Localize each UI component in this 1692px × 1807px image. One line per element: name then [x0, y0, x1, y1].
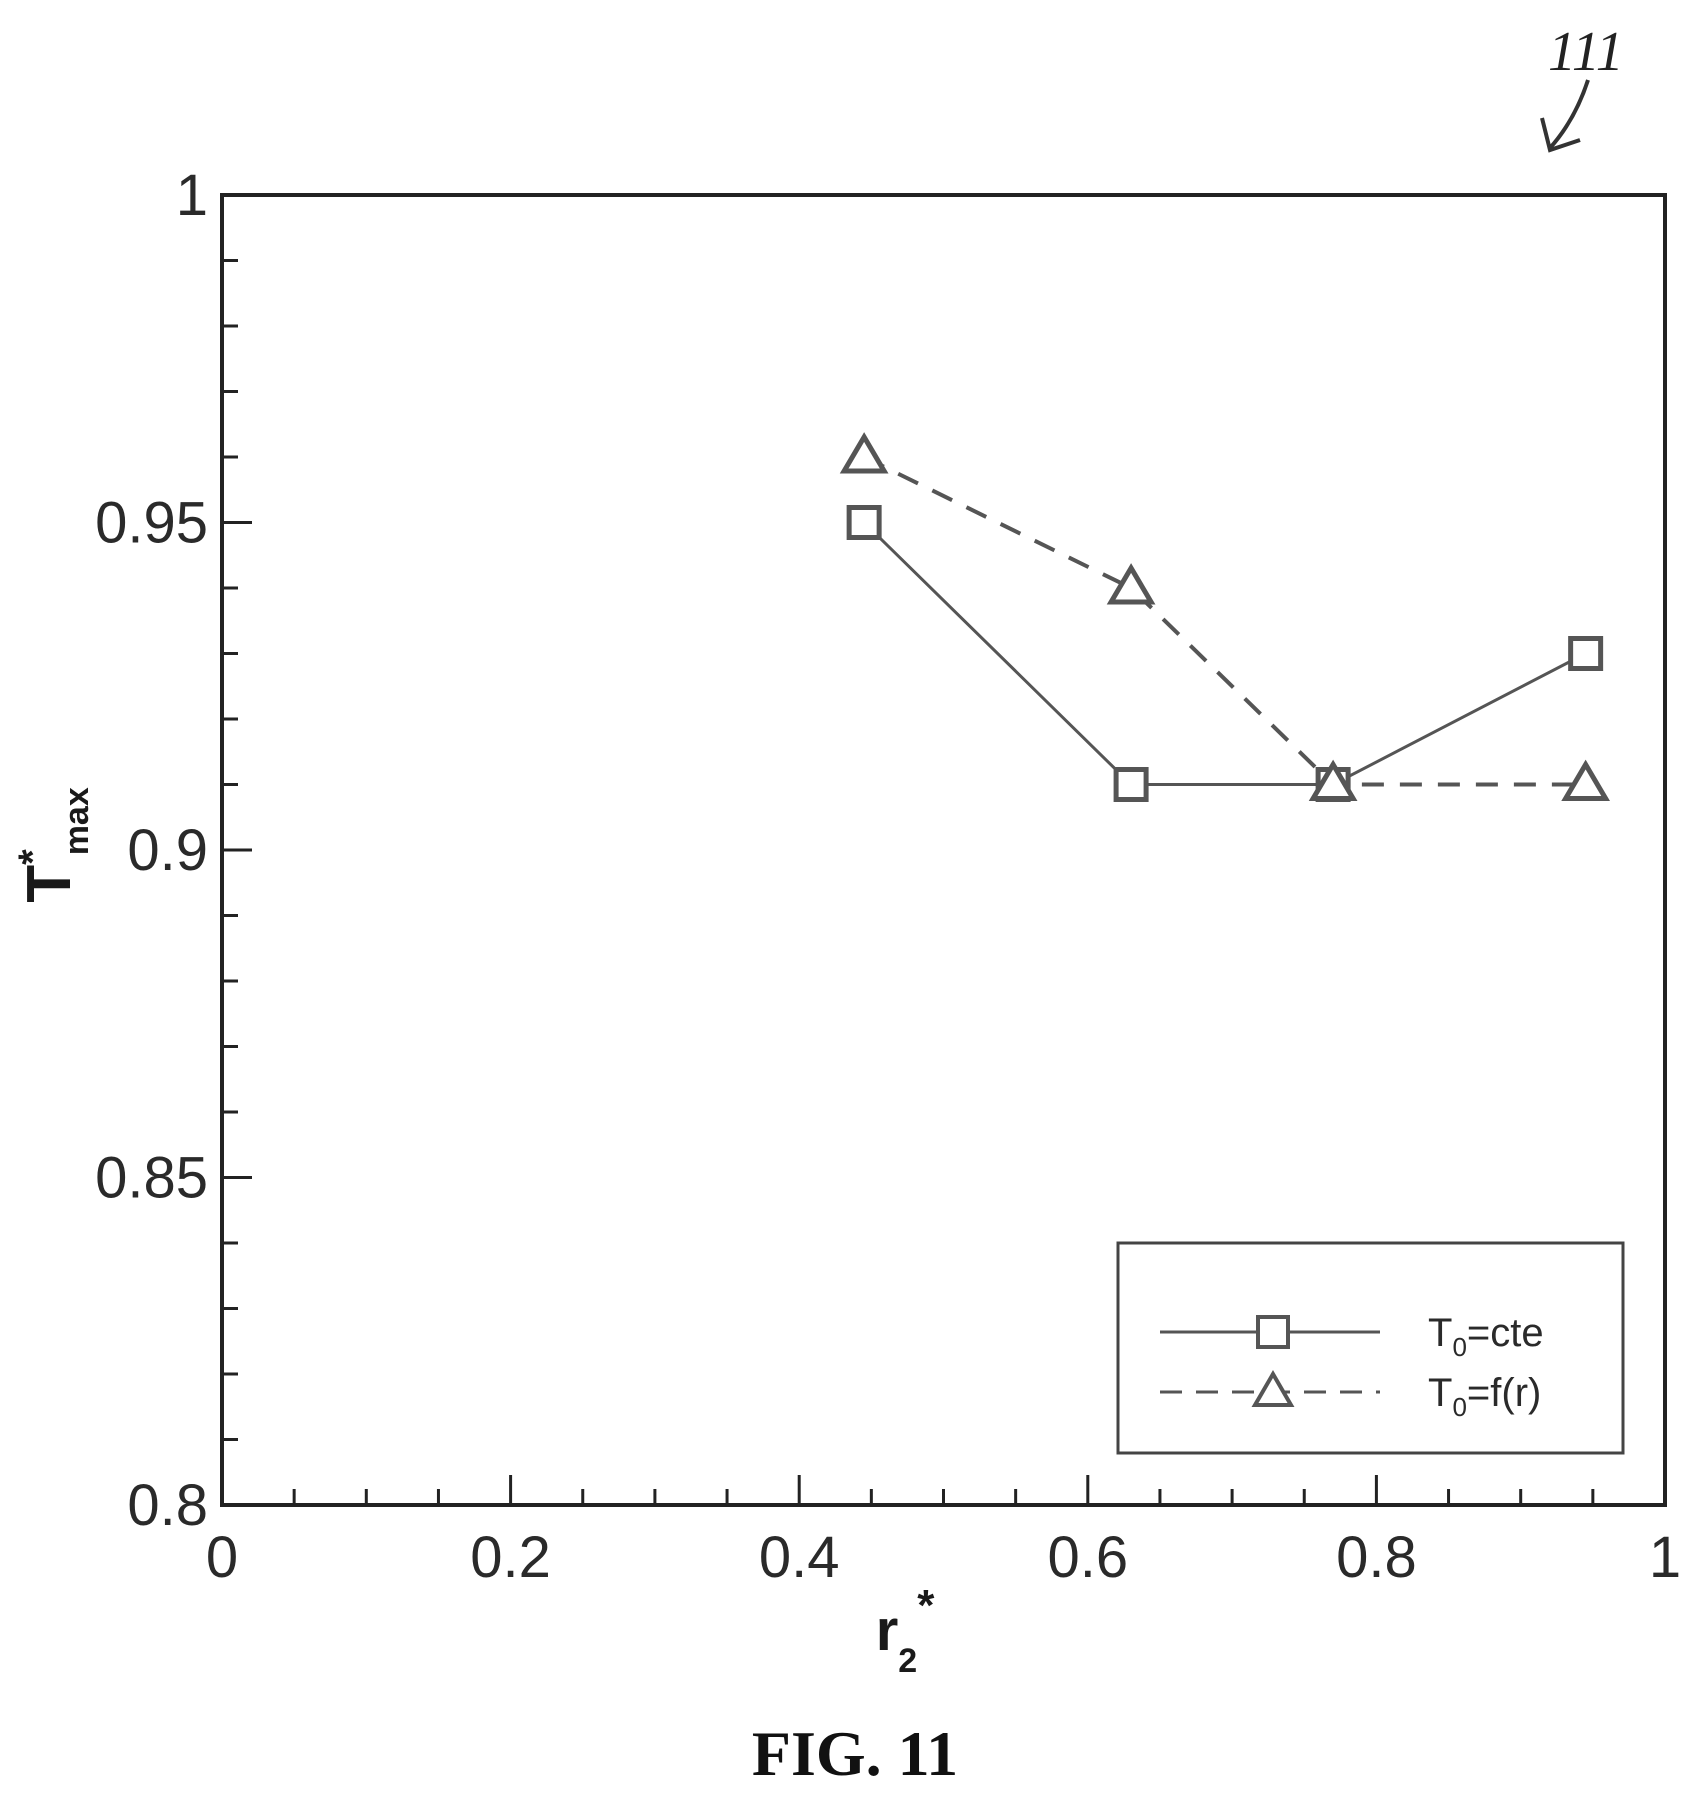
- data-point-triangle: [1561, 759, 1611, 801]
- data-point-triangle: [839, 432, 889, 474]
- legend-marker-triangle: [1251, 1370, 1295, 1407]
- reference-arrow: [1548, 79, 1590, 150]
- data-point-triangle: [1308, 759, 1358, 801]
- legend-marker-square: [1256, 1315, 1290, 1349]
- legend: T0=cte T0=f(r): [1116, 1241, 1625, 1455]
- x-tick-label: 0.8: [1336, 1525, 1417, 1590]
- data-point-triangle: [1106, 563, 1156, 605]
- y-tick-label: 1: [176, 163, 208, 228]
- plot-area: 0 0.2 0.4 0.6 0.8 1 0.8 0.85 0.9 0.95 1: [95, 163, 1681, 1590]
- legend-entry-fr: T0=f(r): [1160, 1370, 1541, 1422]
- x-tick-label: 0: [206, 1525, 238, 1590]
- legend-label-cte: T0=cte: [1428, 1311, 1544, 1362]
- y-axis-title: T*max: [11, 787, 96, 903]
- y-tick-label: 0.95: [95, 491, 208, 556]
- x-tick-label: 0.4: [759, 1525, 840, 1590]
- series-line-triangle: [863, 455, 1586, 787]
- data-point-square: [1113, 767, 1149, 802]
- y-tick-label: 0.85: [95, 1146, 208, 1211]
- y-tick-label: 0.8: [127, 1473, 208, 1538]
- legend-label-fr: T0=f(r): [1428, 1371, 1541, 1422]
- x-axis-title: r2*: [876, 1581, 936, 1680]
- series-line-square: [863, 521, 1587, 786]
- data-point-square: [846, 505, 882, 540]
- x-tick-label: 0.6: [1047, 1525, 1128, 1590]
- svg-text:T*max: T*max: [11, 787, 96, 903]
- x-tick-label: 1: [1649, 1525, 1681, 1590]
- legend-box: [1116, 1241, 1625, 1455]
- x-tick-label: 0.2: [470, 1525, 551, 1590]
- reference-numeral: 111: [1548, 21, 1624, 83]
- data-point-square: [1568, 636, 1604, 671]
- figure-caption: FIG. 11: [752, 1718, 958, 1789]
- y-tick-label: 0.9: [127, 818, 208, 883]
- reference-arrowhead: [1540, 117, 1581, 153]
- legend-entry-cte: T0=cte: [1160, 1311, 1544, 1362]
